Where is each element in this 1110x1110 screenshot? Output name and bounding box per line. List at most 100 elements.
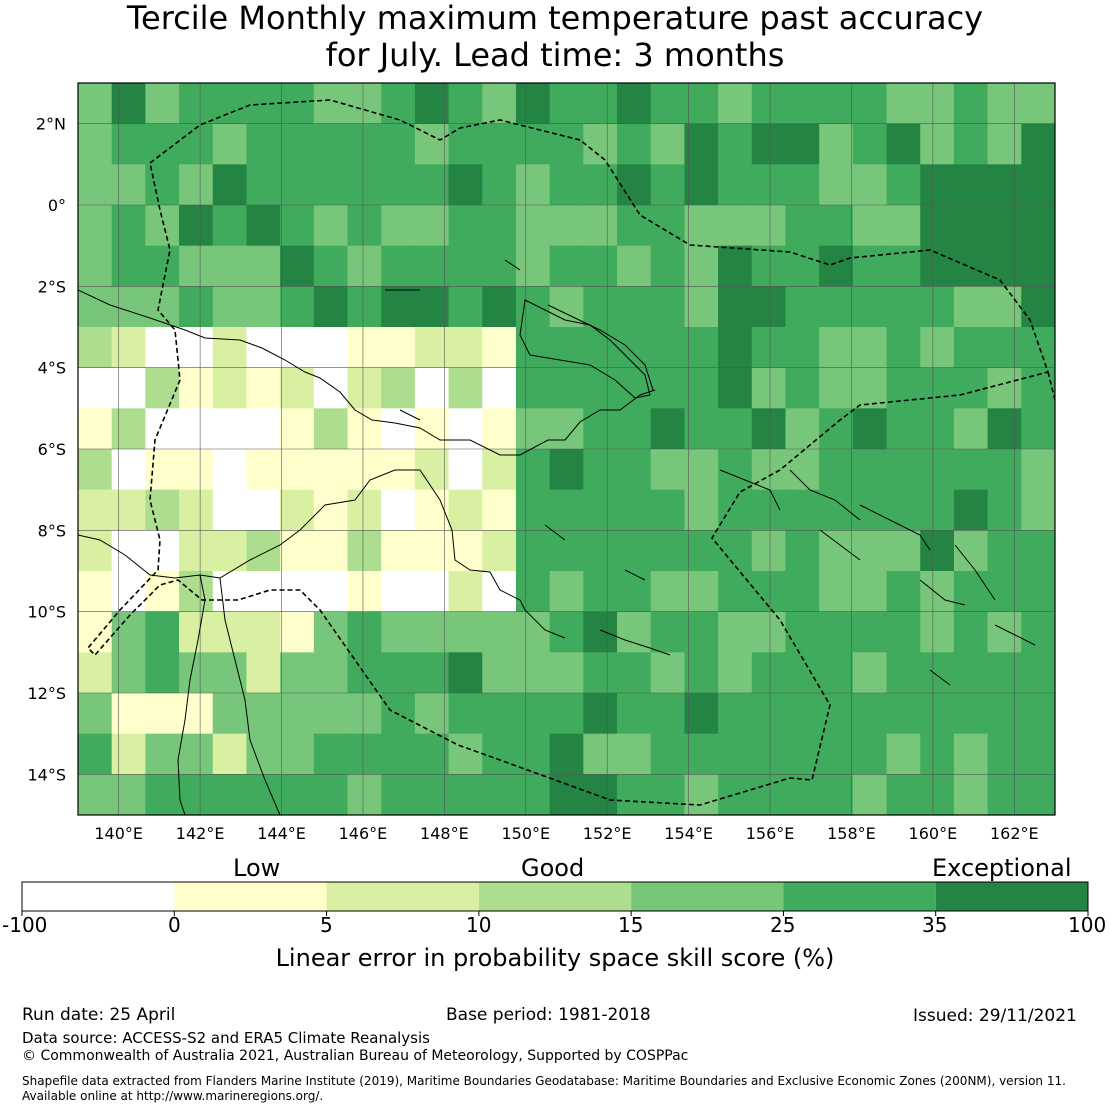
skill-cell	[785, 123, 820, 165]
cape-york-east-coast	[219, 577, 281, 815]
skill-cell	[751, 367, 787, 409]
skill-cell	[448, 245, 483, 287]
skill-cell	[549, 530, 584, 572]
skill-cell	[212, 449, 248, 491]
latitude-label: 8°S	[38, 521, 66, 540]
skill-cell	[448, 205, 483, 247]
skill-cell	[145, 245, 180, 287]
skill-cell	[212, 733, 248, 775]
skill-cell	[78, 611, 113, 653]
skill-cell	[482, 611, 517, 653]
skill-cell	[448, 164, 483, 206]
skill-cell	[78, 489, 113, 531]
skill-cell	[617, 408, 652, 450]
skill-cell	[246, 530, 281, 572]
skill-cell	[751, 408, 787, 450]
skill-cell	[515, 83, 551, 125]
skill-cell	[414, 652, 450, 694]
skill-cell	[549, 693, 584, 735]
skill-cell	[819, 245, 854, 287]
colorbar-tick-label: 35	[922, 913, 948, 937]
skill-cell	[549, 164, 584, 206]
skill-cell	[212, 123, 248, 165]
skill-cell	[684, 286, 719, 328]
skill-cell	[515, 123, 551, 165]
skill-cell	[819, 367, 854, 409]
skill-cell	[852, 83, 888, 125]
data-source: Data source: ACCESS-S2 and ERA5 Climate …	[22, 1029, 430, 1047]
skill-cell	[920, 652, 955, 694]
base-period: Base period: 1981-2018	[446, 1005, 651, 1025]
skill-cell	[347, 286, 382, 328]
skill-cell	[414, 164, 450, 206]
skill-cell	[179, 83, 214, 125]
solomon-islands-3	[819, 529, 861, 561]
skill-cell	[617, 245, 652, 287]
skill-cell	[78, 449, 113, 491]
skill-cell	[145, 733, 180, 775]
skill-cell	[718, 205, 753, 247]
skill-cell	[448, 83, 483, 125]
coastline	[78, 259, 1036, 815]
skill-cell	[718, 164, 753, 206]
skill-cell	[313, 530, 349, 572]
skill-cell	[381, 205, 416, 247]
skill-cell	[381, 123, 416, 165]
skill-cell	[515, 164, 551, 206]
skill-cell	[482, 83, 517, 125]
skill-cell	[246, 205, 281, 247]
colorbar-label-good: Good	[521, 854, 585, 882]
colorbar-segment	[478, 882, 632, 911]
skill-cell	[515, 327, 551, 369]
skill-cell	[987, 530, 1022, 572]
skill-cell	[583, 408, 618, 450]
skill-cell	[1021, 449, 1055, 491]
skill-cell	[145, 693, 180, 735]
louisiade-islands	[599, 629, 671, 656]
skill-cell	[718, 693, 753, 735]
skill-cell	[650, 733, 686, 775]
skill-cell	[953, 733, 989, 775]
skill-cell	[886, 530, 921, 572]
skill-cell	[179, 571, 214, 613]
skill-cell	[684, 327, 719, 369]
skill-cell	[347, 327, 382, 369]
skill-cell	[448, 733, 483, 775]
skill-cell	[448, 611, 483, 653]
skill-cell	[953, 449, 989, 491]
new-britain	[519, 299, 651, 399]
skill-cell	[145, 652, 180, 694]
skill-cell	[111, 408, 146, 450]
skill-cell	[347, 449, 382, 491]
skill-cell	[987, 205, 1022, 247]
skill-cell	[549, 571, 584, 613]
skill-cell	[751, 733, 787, 775]
skill-cell	[785, 774, 820, 815]
longitude-label: 154°E	[664, 824, 713, 843]
skill-cell	[886, 693, 921, 735]
skill-cell	[650, 245, 686, 287]
skill-cell	[920, 245, 955, 287]
skill-cell	[111, 571, 146, 613]
skill-cell	[212, 286, 248, 328]
skill-cell	[111, 83, 146, 125]
skill-cell	[414, 774, 450, 815]
skill-cell	[145, 327, 180, 369]
skill-cell	[414, 449, 450, 491]
skill-cell	[482, 571, 517, 613]
skill-cell	[482, 530, 517, 572]
png-coastline	[78, 289, 656, 456]
skill-cell	[111, 205, 146, 247]
skill-cell	[381, 408, 416, 450]
skill-cell	[1021, 164, 1055, 206]
skill-cell	[111, 530, 146, 572]
skill-grid	[78, 83, 1055, 815]
skill-cell	[583, 286, 618, 328]
skill-cell	[852, 245, 888, 287]
skill-cell	[246, 611, 281, 653]
longitude-label: 142°E	[176, 824, 225, 843]
skill-cell	[482, 164, 517, 206]
skill-cell	[583, 611, 618, 653]
skill-cell	[819, 571, 854, 613]
skill-cell	[953, 327, 989, 369]
